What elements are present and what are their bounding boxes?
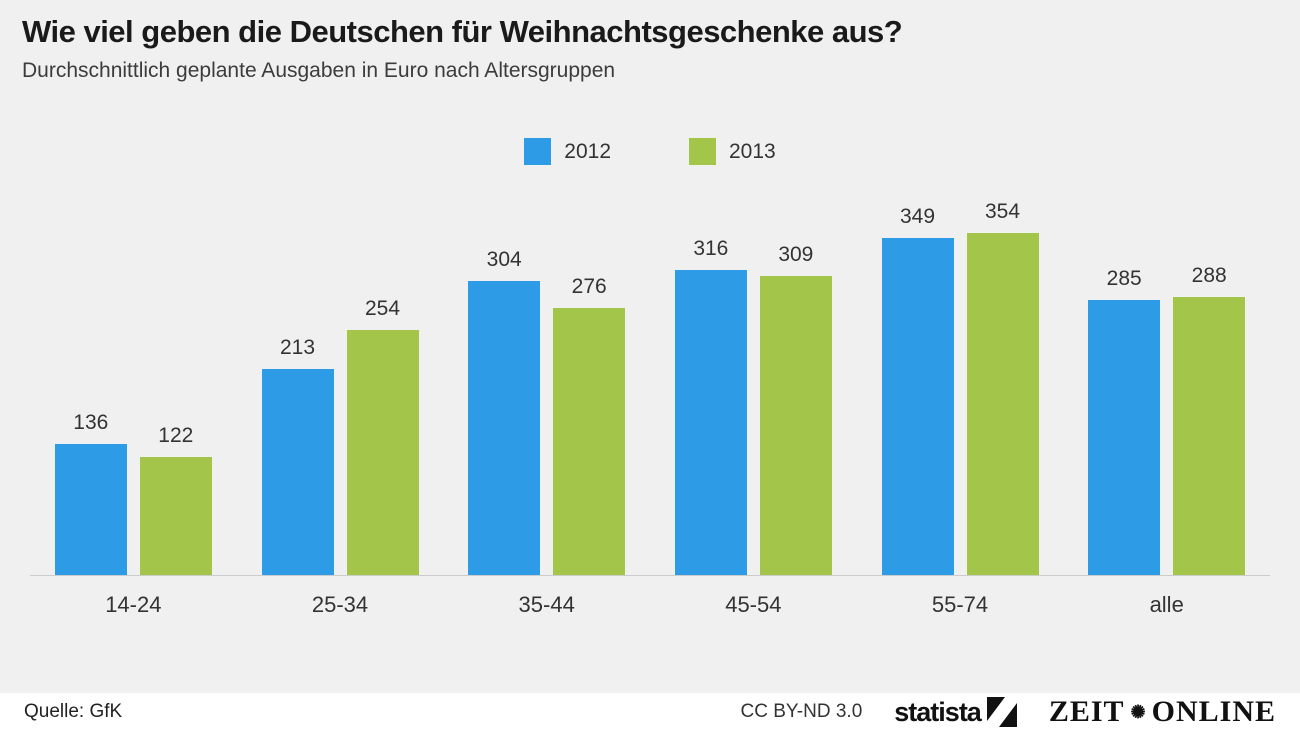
chart-title: Wie viel geben die Deutschen für Weihnac… — [22, 14, 903, 49]
legend-item-2013: 2013 — [689, 138, 776, 165]
bar-2012-alle — [1088, 300, 1161, 575]
bar-group-45-54: 316 309 — [650, 237, 857, 575]
chart-subtitle: Durchschnittlich geplante Ausgaben in Eu… — [22, 59, 616, 82]
bar-column-2012-14-24: 136 — [54, 411, 127, 575]
bar-group-25-34: 213 254 — [237, 297, 444, 575]
x-axis-label-14-24: 14-24 — [105, 592, 162, 617]
bar-value-label: 304 — [486, 248, 522, 271]
bar-2013-45-54 — [759, 276, 832, 575]
zeit-ornament-icon: ✺ — [1130, 701, 1146, 722]
bar-column-2012-55-74: 349 — [881, 205, 954, 575]
legend-label: 2012 — [564, 139, 611, 163]
bar-2013-25-34 — [346, 330, 419, 575]
bar-column-2012-35-44: 304 — [468, 248, 541, 575]
bar-group-55-74: 349 354 — [857, 200, 1064, 575]
bar-2012-25-34 — [261, 369, 334, 575]
x-axis-label-45-54: 45-54 — [725, 592, 782, 617]
bar-group-14-24: 136 122 — [30, 411, 237, 575]
zeit-online-text: ONLINE — [1151, 695, 1276, 728]
footer-right: CC BY-ND 3.0 statista ZEIT ✺ ONLINE — [740, 695, 1276, 729]
bar-column-2013-14-24: 122 — [139, 424, 212, 575]
bar-value-label: 213 — [279, 336, 316, 359]
legend-label: 2013 — [729, 139, 776, 163]
bar-2012-45-54 — [674, 270, 747, 575]
x-axis-label-55-74: 55-74 — [931, 592, 989, 617]
x-axis-label-alle: alle — [1149, 592, 1184, 617]
bar-column-2013-35-44: 276 — [553, 275, 626, 575]
x-axis-label-35-44: 35-44 — [518, 592, 575, 617]
bar-2013-35-44 — [553, 308, 626, 575]
bar-pair: 304 276 — [468, 248, 626, 575]
bar-column-2013-25-34: 254 — [346, 297, 419, 575]
statista-logo-icon — [986, 697, 1017, 727]
x-axis-labels: 14-24 25-34 35-44 45-54 55-74 alle — [30, 576, 1270, 618]
bar-2013-14-24 — [139, 457, 212, 575]
bar-value-label: 349 — [899, 205, 936, 228]
footer: Quelle: GfK CC BY-ND 3.0 statista ZEIT ✺… — [0, 693, 1300, 731]
legend-item-2012: 2012 — [524, 138, 611, 165]
bar-column-2012-alle: 285 — [1088, 267, 1161, 575]
zeit-online-logo: ZEIT ✺ ONLINE — [1049, 695, 1276, 729]
legend: 2012 2013 — [0, 138, 1300, 165]
bar-pair: 136 122 — [54, 411, 212, 575]
bar-2013-alle — [1173, 297, 1246, 575]
statista-logo: statista — [894, 697, 1017, 728]
bar-2012-35-44 — [468, 281, 541, 575]
x-axis-label-25-34: 25-34 — [311, 592, 369, 617]
bar-column-2013-55-74: 354 — [966, 200, 1039, 575]
bar-value-label: 285 — [1106, 267, 1142, 290]
bar-column-2013-alle: 288 — [1173, 264, 1246, 575]
bar-value-label: 254 — [364, 297, 401, 320]
bar-pair: 285 288 — [1088, 264, 1246, 575]
zeit-logo-text: ZEIT — [1048, 695, 1125, 728]
bar-value-label: 288 — [1191, 264, 1227, 287]
chart-header: Wie viel geben die Deutschen für Weihnac… — [22, 14, 1278, 83]
bar-2013-55-74 — [966, 233, 1039, 575]
source-label: Quelle: GfK — [24, 701, 123, 722]
bar-value-label: 354 — [984, 200, 1021, 223]
bar-2012-14-24 — [54, 444, 127, 575]
bar-value-label: 122 — [158, 424, 194, 447]
bar-column-2013-45-54: 309 — [759, 243, 832, 575]
bar-column-2012-45-54: 316 — [674, 237, 747, 575]
legend-swatch-icon — [689, 138, 716, 165]
bar-pair: 349 354 — [881, 200, 1039, 575]
bar-value-label: 309 — [778, 243, 814, 266]
bar-value-label: 316 — [693, 237, 729, 260]
statista-logo-text: statista — [894, 696, 982, 727]
bar-value-label: 276 — [571, 275, 607, 298]
bar-group-alle: 285 288 — [1063, 264, 1270, 575]
bar-column-2012-25-34: 213 — [261, 336, 334, 575]
license-label: CC BY-ND 3.0 — [740, 701, 863, 722]
bar-pair: 316 309 — [674, 237, 832, 575]
legend-swatch-icon — [524, 138, 552, 165]
bar-pair: 213 254 — [261, 297, 419, 575]
plot-area: 136 122 213 254 304 276 316 309 349 354 285 288 — [30, 180, 1270, 576]
bar-2012-55-74 — [881, 238, 954, 575]
bar-value-label: 136 — [73, 411, 109, 434]
bar-group-35-44: 304 276 — [443, 248, 650, 575]
